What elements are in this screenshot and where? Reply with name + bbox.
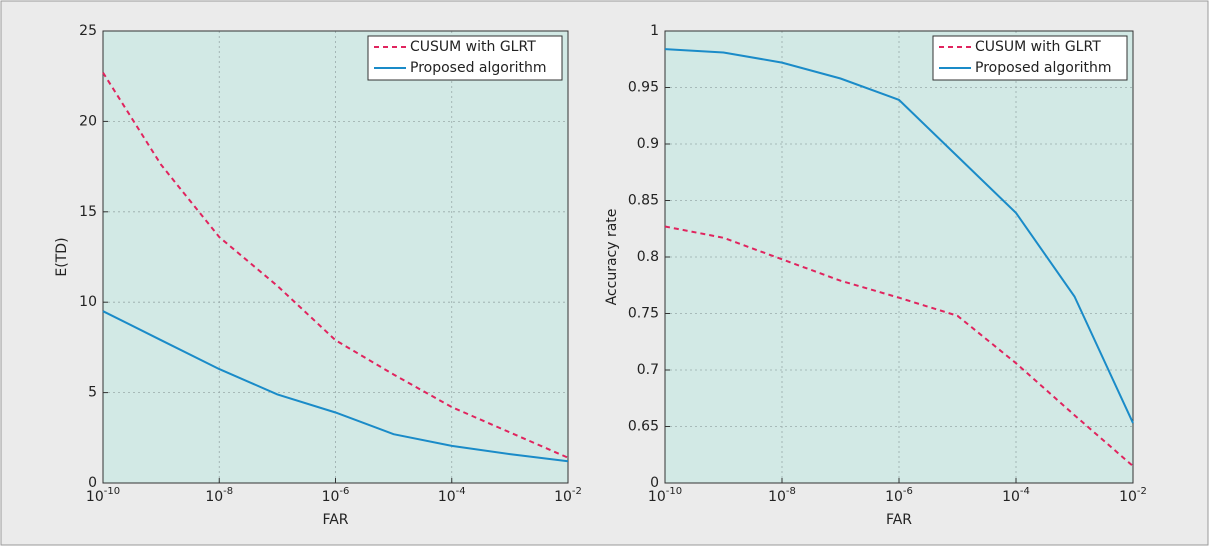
x-tick-base: 10 xyxy=(438,489,456,505)
x-tick-label: 10-4 xyxy=(438,486,466,505)
x-tick-exponent: -10 xyxy=(104,486,120,497)
y-tick-label: 1 xyxy=(650,23,659,39)
y-tick-label: 15 xyxy=(79,204,97,220)
x-axis-label: FAR xyxy=(886,512,912,528)
y-axis-label: E(TD) xyxy=(54,237,70,276)
x-tick-base: 10 xyxy=(885,489,903,505)
series-line xyxy=(102,310,569,463)
y-tick-label: 0.85 xyxy=(628,193,659,209)
x-tick-base: 10 xyxy=(322,489,340,505)
x-tick-exponent: -8 xyxy=(786,486,796,497)
x-tick-label: 10-8 xyxy=(768,486,796,505)
x-tick-exponent: -2 xyxy=(1137,486,1147,497)
x-tick-exponent: -6 xyxy=(903,486,913,497)
y-tick-label: 10 xyxy=(79,294,97,310)
x-tick-exponent: -4 xyxy=(1020,486,1030,497)
y-tick-label: 0.8 xyxy=(637,249,659,265)
x-tick-base: 10 xyxy=(1119,489,1137,505)
x-tick-label: 10-6 xyxy=(885,486,913,505)
legend-label: CUSUM with GLRT xyxy=(410,39,536,55)
legend-label: Proposed algorithm xyxy=(975,60,1111,76)
y-tick-label: 0.9 xyxy=(637,136,659,152)
y-tick-label: 0.65 xyxy=(628,419,659,435)
y-tick-label: 0 xyxy=(650,475,659,491)
series-line xyxy=(664,48,1134,424)
plot-frame xyxy=(102,30,569,484)
x-tick-exponent: -6 xyxy=(339,486,349,497)
y-tick-label: 0 xyxy=(88,475,97,491)
x-tick-label: 10-2 xyxy=(554,486,582,505)
x-tick-exponent: -8 xyxy=(223,486,233,497)
x-axis-label: FAR xyxy=(322,512,348,528)
x-tick-label: 10-8 xyxy=(205,486,233,505)
x-tick-label: 10-10 xyxy=(86,486,120,505)
series-line xyxy=(102,72,569,459)
x-tick-exponent: -2 xyxy=(572,486,582,497)
legend-label: Proposed algorithm xyxy=(410,60,546,76)
series-line xyxy=(664,225,1134,467)
y-tick-label: 25 xyxy=(79,23,97,39)
x-tick-label: 10-10 xyxy=(648,486,682,505)
x-tick-base: 10 xyxy=(205,489,223,505)
x-tick-base: 10 xyxy=(768,489,786,505)
x-tick-label: 10-6 xyxy=(322,486,350,505)
x-tick-label: 10-2 xyxy=(1119,486,1147,505)
plot-frame xyxy=(664,30,1134,484)
x-tick-base: 10 xyxy=(554,489,572,505)
y-axis-label: Accuracy rate xyxy=(604,209,620,306)
x-tick-base: 10 xyxy=(86,489,104,505)
y-tick-label: 20 xyxy=(79,113,97,129)
x-tick-exponent: -10 xyxy=(666,486,682,497)
y-tick-label: 5 xyxy=(88,385,97,401)
x-tick-base: 10 xyxy=(1002,489,1020,505)
x-tick-label: 10-4 xyxy=(1002,486,1030,505)
legend-box xyxy=(932,35,1128,81)
y-tick-label: 0.95 xyxy=(628,80,659,96)
y-tick-label: 0.75 xyxy=(628,306,659,322)
x-tick-exponent: -4 xyxy=(456,486,466,497)
y-tick-label: 0.7 xyxy=(637,362,659,378)
legend-label: CUSUM with GLRT xyxy=(975,39,1101,55)
legend-box xyxy=(367,35,563,81)
x-tick-base: 10 xyxy=(648,489,666,505)
